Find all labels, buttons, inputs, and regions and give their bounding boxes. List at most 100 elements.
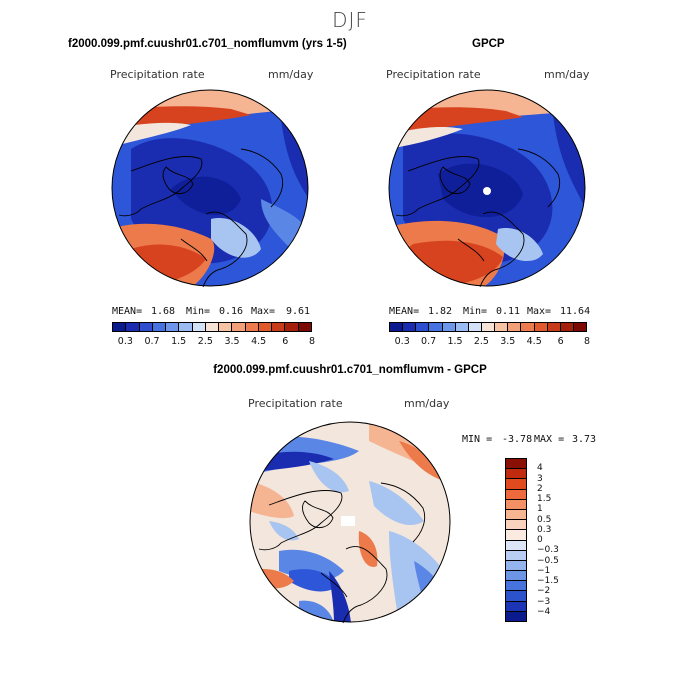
diff-panel-title: f2000.099.pmf.cuushr01.c701_nomflumvm - … [213,364,487,376]
right-colorbar-swatch [508,323,522,331]
left-colorbar-swatch [205,323,220,331]
diff-colorbar-tick: −1 [537,565,551,576]
diff-colorbar-tick: 0.3 [537,524,552,535]
left-colorbar-swatch [272,323,286,331]
right-max-label: Max= [527,306,552,317]
right-colorbar-swatch [481,323,496,331]
diff-colorbar-swatch [506,571,526,582]
left-colorbar-tick: 8 [308,336,316,347]
right-colorbar-swatch [521,323,535,331]
diff-units-label: mm/day [404,397,450,410]
left-colorbar [112,322,312,332]
left-colorbar-swatch [126,323,140,331]
diff-colorbar-tick: 3 [537,473,543,484]
left-var-label: Precipitation rate [110,68,205,81]
diff-max-value: 3.73 [572,434,597,445]
diff-colorbar-swatch [506,581,526,592]
left-max-label: Max= [251,306,276,317]
right-colorbar-swatch [560,323,574,331]
right-colorbar-ticks: 0.3 0.7 1.5 2.5 3.5 4.5 6 8 [389,336,591,348]
diff-colorbar-swatch [506,469,526,480]
diff-colorbar-tick: −2 [537,586,551,597]
diff-max-label: MAX = [534,434,565,445]
diff-colorbar-swatch [506,560,526,572]
left-colorbar-swatch [113,323,127,331]
left-min-label: Min= [186,306,211,317]
right-colorbar-tick: 0.3 [394,336,410,347]
diff-colorbar-swatch [506,550,526,561]
right-colorbar-swatch [403,323,417,331]
left-colorbar-swatch [245,323,259,331]
diff-colorbar-ticks: 4 3 2 1.5 1 0.5 0.3 0 −0.3 −0.5 −1 −1.5 −2 −3 −4 [537,458,577,622]
right-colorbar-tick: 2.5 [473,336,489,347]
left-colorbar-ticks: 0.3 0.7 1.5 2.5 3.5 4.5 6 8 [112,336,316,348]
diff-colorbar-tick: 4 [537,463,543,474]
diff-min-label: MIN = [462,434,493,445]
left-max-value: 9.61 [286,306,311,317]
left-colorbar-tick: 1.5 [171,336,187,347]
right-colorbar-swatch [429,323,443,331]
right-colorbar-swatch [442,323,456,331]
right-mean-label: MEAN= [389,306,420,317]
diff-colorbar-swatch [506,479,526,490]
diff-colorbar-swatch [506,601,526,612]
diff-colorbar [505,458,527,622]
right-colorbar-tick: 0.7 [421,336,437,347]
diff-colorbar-swatch [506,530,526,541]
left-colorbar-tick: 0.3 [117,336,133,347]
right-panel-title: GPCP [472,38,505,50]
right-colorbar-swatch [534,323,548,331]
diff-colorbar-swatch [506,459,526,470]
diff-colorbar-swatch [506,540,526,551]
diff-colorbar-tick: −0.5 [537,555,559,566]
right-colorbar-swatch [547,323,561,331]
right-polar-map [388,89,586,288]
left-colorbar-tick: 2.5 [197,336,213,347]
diff-colorbar-tick: 1.5 [537,494,552,504]
diff-colorbar-tick: −0.3 [537,545,559,556]
diff-colorbar-tick: 0 [537,535,543,545]
diff-var-label: Precipitation rate [248,397,343,410]
right-mean-value: 1.82 [428,306,453,317]
left-colorbar-swatch [219,323,233,331]
diff-colorbar-tick: 2 [537,483,543,494]
left-colorbar-swatch [139,323,153,331]
diff-colorbar-swatch [506,591,526,602]
diff-colorbar-swatch [506,489,526,500]
diff-colorbar-swatch [506,520,526,531]
season-title: DJF [332,8,368,32]
diff-colorbar-swatch [506,499,526,510]
right-units-label: mm/day [544,68,590,81]
right-colorbar-swatch [390,323,404,331]
left-colorbar-tick: 3.5 [224,336,240,347]
left-colorbar-swatch [166,323,180,331]
diff-colorbar-tick: 0.5 [537,514,552,525]
left-mean-value: 1.68 [151,306,176,317]
left-colorbar-tick: 0.7 [144,336,160,347]
right-colorbar-tick: 3.5 [500,336,516,347]
left-colorbar-swatch [298,323,311,331]
diff-colorbar-tick: −1.5 [537,576,559,586]
left-colorbar-swatch [152,323,167,331]
diff-colorbar-swatch [506,611,526,621]
left-panel-title: f2000.099.pmf.cuushr01.c701_nomflumvm (y… [68,38,347,50]
left-colorbar-swatch [232,323,246,331]
right-colorbar-tick: 4.5 [526,336,542,347]
diff-colorbar-swatch [506,509,526,521]
left-colorbar-tick: 6 [282,336,289,347]
right-colorbar-tick: 6 [557,336,564,347]
diff-colorbar-tick: −3 [537,596,551,607]
right-colorbar-tick: 1.5 [447,336,463,347]
right-max-value: 11.64 [560,306,591,317]
right-colorbar-swatch [495,323,509,331]
diff-colorbar-tick: −4 [537,606,551,617]
left-colorbar-swatch [192,323,206,331]
left-colorbar-swatch [258,323,273,331]
left-colorbar-tick: 4.5 [251,336,267,347]
left-polar-map [111,89,309,288]
right-min-label: Min= [463,306,488,317]
right-colorbar-tick: 8 [583,336,591,347]
right-colorbar [389,322,587,332]
right-colorbar-swatch [573,323,587,331]
diff-min-value: -3.78 [502,434,533,445]
